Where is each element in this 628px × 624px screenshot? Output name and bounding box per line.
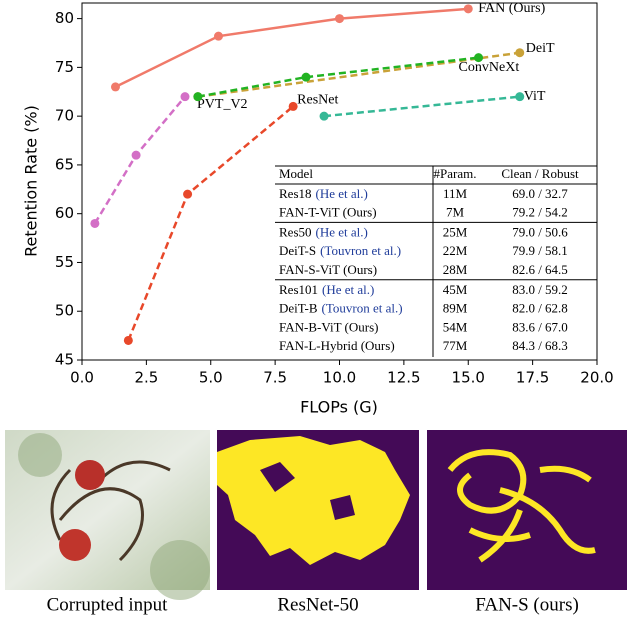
model-name: Res18	[279, 186, 312, 201]
x-tick-label: 15.0	[452, 369, 485, 387]
table-cell: DeiT-B (Touvron et al.)	[279, 301, 403, 316]
x-tick-label: 17.5	[516, 369, 549, 387]
point	[183, 189, 193, 199]
model-name: DeiT-S	[279, 243, 316, 258]
point	[180, 92, 190, 102]
point	[131, 150, 141, 160]
model-name: FAN-L-Hybrid (Ours)	[279, 338, 395, 353]
image-caption: Corrupted input	[47, 594, 169, 615]
y-tick-label: 45	[55, 351, 74, 369]
table-cell: DeiT-S (Touvron et al.)	[279, 243, 401, 258]
table-cell: 84.3 / 68.3	[512, 338, 568, 353]
table-cell: 22M	[443, 243, 468, 258]
series-label: DeiT	[526, 41, 555, 56]
photo-panel	[5, 430, 210, 600]
table-cell: FAN-T-ViT (Ours)	[279, 205, 377, 220]
series-label: FAN (Ours)	[478, 1, 545, 16]
table-cell: 82.6 / 64.5	[512, 262, 568, 277]
x-tick-label: 12.5	[387, 369, 420, 387]
x-tick-label: 0.0	[70, 369, 94, 387]
point	[193, 92, 203, 102]
y-tick-label: 75	[55, 58, 74, 76]
table-cell: 69.0 / 32.7	[512, 186, 568, 201]
table-cell: FAN-S-ViT (Ours)	[279, 262, 377, 277]
model-name: Res101	[279, 282, 318, 297]
model-name: Res50	[279, 224, 312, 239]
point	[463, 4, 473, 14]
table-header: Clean / Robust	[501, 166, 579, 181]
table-cell: 25M	[443, 224, 468, 239]
series-line	[114, 7, 469, 89]
table-cell: 82.0 / 62.8	[512, 301, 568, 316]
point	[474, 53, 484, 63]
table-header: #Param.	[434, 166, 477, 181]
point	[213, 31, 223, 41]
table-cell: FAN-B-ViT (Ours)	[279, 319, 378, 334]
plot: 0.0 2.5 5.0 7.5 10.0 12.5 15.0 17.5 20.0 45 50 55 60…	[55, 1, 614, 386]
table-header: Model	[279, 166, 313, 181]
y-axis-label: Retention Rate (%)	[22, 105, 41, 257]
x-tick-label: 2.5	[134, 369, 158, 387]
model-name: FAN-B-ViT (Ours)	[279, 319, 378, 334]
y-tick-label: 60	[55, 204, 74, 222]
table-cell: 83.0 / 59.2	[512, 282, 568, 297]
table-cell: 79.0 / 50.6	[512, 224, 568, 239]
series-line	[197, 56, 479, 98]
citation: (Touvron et al.)	[320, 243, 401, 258]
table-cell: Res101 (He et al.)	[279, 282, 374, 297]
series-label: PVT_V2	[197, 97, 248, 112]
table-cell: FAN-L-Hybrid (Ours)	[279, 338, 395, 353]
x-tick-label: 20.0	[580, 369, 613, 387]
table-cell: 7M	[446, 205, 465, 220]
table-cell: 79.9 / 58.1	[512, 243, 568, 258]
citation: (He et al.)	[316, 224, 368, 239]
point	[335, 14, 344, 24]
point	[288, 101, 298, 111]
citation: (He et al.)	[316, 186, 368, 201]
series-label: ViT	[524, 89, 546, 104]
point	[123, 335, 133, 345]
table: Model #Param. Clean / Robust Res18 (He et al…	[275, 165, 597, 357]
y-tick-label: 70	[55, 107, 74, 125]
series-label: ResNet	[297, 93, 338, 108]
model-name: DeiT-B	[279, 301, 318, 316]
point	[319, 111, 329, 121]
y-tick-label: 65	[55, 155, 74, 173]
model-name: FAN-S-ViT (Ours)	[279, 262, 377, 277]
y-tick-label: 80	[55, 9, 74, 27]
table-cell: 45M	[443, 282, 468, 297]
table-cell: 11M	[443, 186, 468, 201]
y-tick-label: 50	[55, 302, 74, 320]
table-cell: 28M	[443, 262, 468, 277]
table-cell: 54M	[443, 319, 468, 334]
table-cell: Res50 (He et al.)	[279, 224, 368, 239]
point	[515, 92, 525, 102]
table-cell: 83.6 / 67.0	[512, 319, 568, 334]
image-caption: ResNet-50	[277, 594, 358, 615]
x-tick-label: 7.5	[263, 369, 287, 387]
series-line	[323, 95, 520, 118]
x-tick-label: 10.0	[323, 369, 356, 387]
x-tick-label: 5.0	[199, 369, 223, 387]
table-cell: Res18 (He et al.)	[279, 186, 368, 201]
resnet-map	[217, 430, 419, 590]
point	[110, 82, 120, 92]
series-label: ConvNeXt	[459, 60, 520, 75]
x-axis-label: FLOPs (G)	[300, 398, 378, 417]
series-line	[93, 95, 186, 225]
point	[515, 48, 525, 58]
image-caption: FAN-S (ours)	[475, 594, 579, 615]
point	[90, 218, 100, 228]
citation: (He et al.)	[322, 282, 374, 297]
model-name: FAN-T-ViT (Ours)	[279, 205, 377, 220]
fan-map	[427, 430, 627, 590]
point	[301, 72, 311, 82]
y-tick-label: 55	[55, 253, 74, 271]
table-cell: 79.2 / 54.2	[512, 205, 568, 220]
table-cell: 77M	[443, 338, 468, 353]
table-cell: 89M	[443, 301, 468, 316]
citation: (Touvron et al.)	[322, 301, 403, 316]
series-line	[127, 105, 294, 341]
